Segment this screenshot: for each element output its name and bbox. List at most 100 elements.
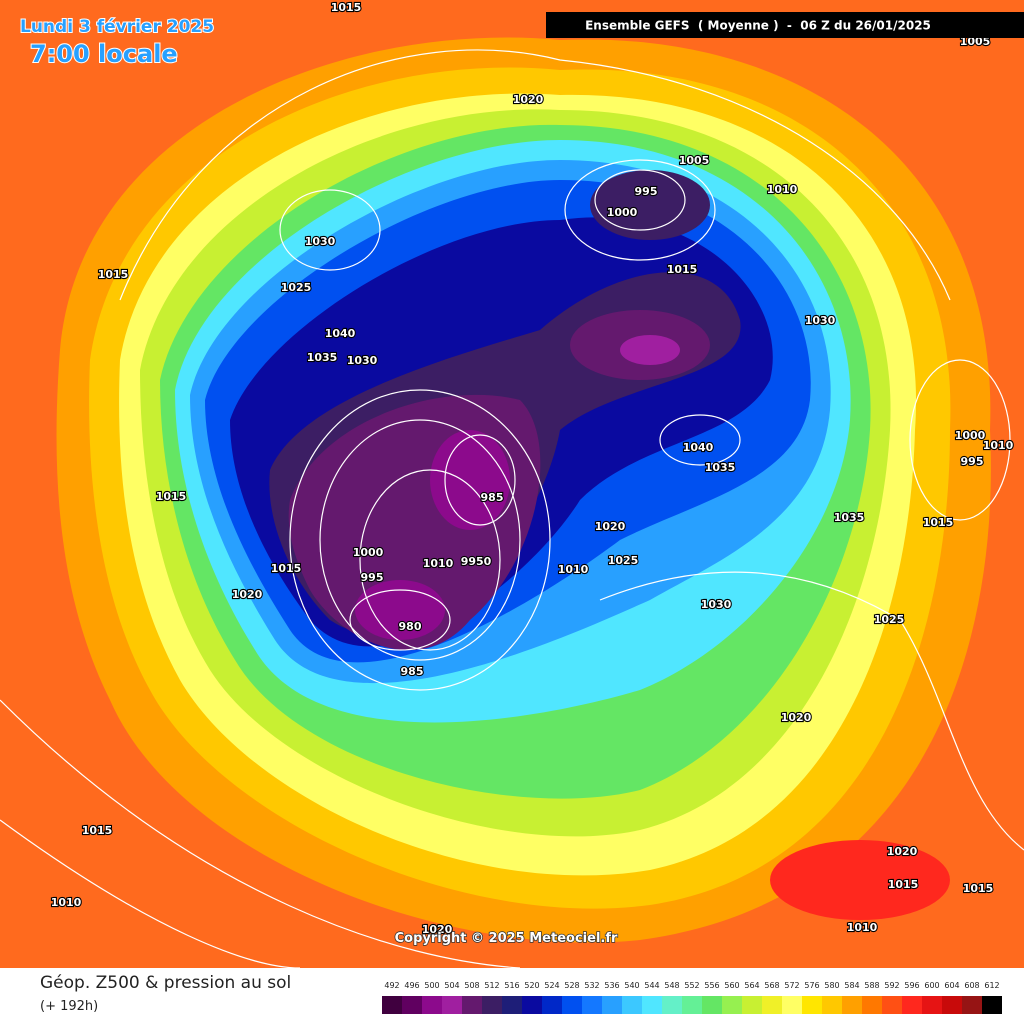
isobar-label: 1020 bbox=[595, 520, 626, 533]
isobar-label: 1000 bbox=[955, 429, 986, 442]
legend-value: 584 bbox=[844, 981, 859, 990]
legend-swatch bbox=[822, 996, 842, 1014]
isobar-label: 1020 bbox=[781, 711, 812, 724]
isobar-label: 1040 bbox=[325, 327, 356, 340]
time: 7:00 locale bbox=[30, 40, 178, 68]
legend-swatch bbox=[702, 996, 722, 1014]
legend-value: 540 bbox=[624, 981, 639, 990]
isobar-label: 1020 bbox=[422, 923, 453, 936]
legend-swatch bbox=[682, 996, 702, 1014]
legend-swatch bbox=[902, 996, 922, 1014]
isobar-label: 980 bbox=[399, 620, 422, 633]
legend-value: 492 bbox=[384, 981, 399, 990]
isobar-label: 1010 bbox=[983, 439, 1014, 452]
legend-value: 604 bbox=[944, 981, 959, 990]
legend-swatch bbox=[802, 996, 822, 1014]
legend-value: 600 bbox=[924, 981, 939, 990]
isobar-label: 1020 bbox=[887, 845, 918, 858]
legend-value: 516 bbox=[504, 981, 519, 990]
legend-value: 612 bbox=[984, 981, 999, 990]
legend-swatch bbox=[462, 996, 482, 1014]
legend-swatch bbox=[562, 996, 582, 1014]
isobar-label: 1025 bbox=[874, 613, 905, 626]
color-legend: 492 496 500 504 508 512 516 520 524 528 532 536 540 5… bbox=[382, 981, 1002, 1014]
isobar-label: 1035 bbox=[705, 461, 736, 474]
legend-value: 580 bbox=[824, 981, 839, 990]
legend-swatch bbox=[402, 996, 422, 1014]
legend-swatch bbox=[962, 996, 982, 1014]
isobar-label: 1000 bbox=[607, 206, 638, 219]
isobar-label: 1030 bbox=[701, 598, 732, 611]
legend-value: 536 bbox=[604, 981, 619, 990]
legend-value: 548 bbox=[664, 981, 679, 990]
legend-swatch bbox=[982, 996, 1002, 1014]
legend-swatch bbox=[602, 996, 622, 1014]
legend-value: 568 bbox=[764, 981, 779, 990]
model-title: Ensemble GEFS ( Moyenne ) - 06 Z du 26/0… bbox=[585, 19, 931, 33]
isobar-label: 985 bbox=[481, 491, 504, 504]
legend-value: 508 bbox=[464, 981, 479, 990]
isobar-label: 1015 bbox=[98, 268, 129, 281]
legend-value: 572 bbox=[784, 981, 799, 990]
legend-value: 500 bbox=[424, 981, 439, 990]
isobar-label: 995 bbox=[961, 455, 984, 468]
isobar-label: 1010 bbox=[847, 921, 878, 934]
isobar-label: 1020 bbox=[232, 588, 263, 601]
legend-value: 588 bbox=[864, 981, 879, 990]
legend-value: 532 bbox=[584, 981, 599, 990]
legend-value: 524 bbox=[544, 981, 559, 990]
legend-swatch bbox=[922, 996, 942, 1014]
legend-swatch bbox=[642, 996, 662, 1014]
isobar-label: 995 bbox=[635, 185, 658, 198]
isobar-label: 1015 bbox=[271, 562, 302, 575]
isobar-label: 1030 bbox=[347, 354, 378, 367]
isobar-label: 1015 bbox=[82, 824, 113, 837]
legend-swatch bbox=[842, 996, 862, 1014]
model-banner bbox=[546, 12, 1024, 38]
legend-value: 592 bbox=[884, 981, 899, 990]
legend-value: 552 bbox=[684, 981, 699, 990]
legend-swatch bbox=[862, 996, 882, 1014]
isobar-label: 1040 bbox=[683, 441, 714, 454]
footer: Géop. Z500 & pression au sol (+ 192h) 49… bbox=[0, 968, 1024, 1024]
isobar-label: 1015 bbox=[923, 516, 954, 529]
legend-value: 496 bbox=[404, 981, 419, 990]
isobar-label: 1020 bbox=[513, 93, 544, 106]
legend-value: 504 bbox=[444, 981, 459, 990]
legend-swatch bbox=[542, 996, 562, 1014]
legend-value: 608 bbox=[964, 981, 979, 990]
legend-swatch bbox=[622, 996, 642, 1014]
isobar-label: 1000 bbox=[353, 546, 384, 559]
isobar-label: 1015 bbox=[156, 490, 187, 503]
isobar-label: 1015 bbox=[963, 882, 994, 895]
legend-swatch bbox=[782, 996, 802, 1014]
legend-value: 544 bbox=[644, 981, 659, 990]
legend-swatch bbox=[442, 996, 462, 1014]
legend-swatch bbox=[382, 996, 402, 1014]
isobar-label: 1010 bbox=[423, 557, 454, 570]
legend-value: 576 bbox=[804, 981, 819, 990]
isobar-label: 1035 bbox=[307, 351, 338, 364]
legend-swatch bbox=[882, 996, 902, 1014]
isobar-label: 1015 bbox=[888, 878, 919, 891]
legend-swatch bbox=[762, 996, 782, 1014]
legend-swatch bbox=[582, 996, 602, 1014]
legend-value: 560 bbox=[724, 981, 739, 990]
isobar-label: 1025 bbox=[281, 281, 312, 294]
isobar-label: 1025 bbox=[608, 554, 639, 567]
isobar-label: 1030 bbox=[805, 314, 836, 327]
isobar-label: 1015 bbox=[331, 1, 362, 14]
isobar-label: 1015 bbox=[667, 263, 698, 276]
copyright: Copyright © 2025 Meteociel.fr bbox=[395, 931, 618, 946]
isobars bbox=[0, 49, 1024, 968]
legend-swatch bbox=[502, 996, 522, 1014]
legend-swatch bbox=[662, 996, 682, 1014]
legend-swatch bbox=[942, 996, 962, 1014]
isobar-label: 1030 bbox=[305, 235, 336, 248]
isobar-label: 1035 bbox=[834, 511, 865, 524]
legend-value: 512 bbox=[484, 981, 499, 990]
legend-swatch bbox=[522, 996, 542, 1014]
